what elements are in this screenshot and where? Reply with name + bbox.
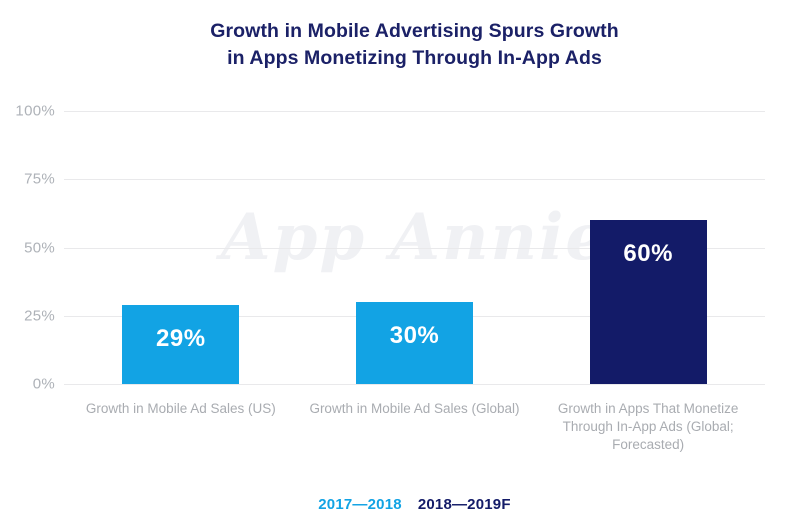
y-tick-label: 50% [24, 239, 55, 256]
category-label-1: Growth in Mobile Ad Sales (US) [85, 401, 276, 416]
legend-item-2: 2018—2019F [417, 496, 511, 513]
y-axis: 100% 75% 50% 25% 0% [0, 103, 55, 393]
bars-container: 29% 30% 60% [64, 111, 765, 384]
watermark: App Annie [220, 200, 609, 275]
bar-1: 29% [122, 304, 240, 384]
category-labels: Growth in Mobile Ad Sales (US) Growth in … [64, 400, 765, 454]
bar-value-label: 60% [623, 240, 673, 268]
bar-2: 30% [356, 302, 473, 384]
y-tick-label: 100% [15, 102, 55, 120]
y-tick-label: 0% [32, 375, 55, 393]
gridline-75 [64, 179, 765, 181]
legend: 2017—2018 2018—2019F [64, 496, 765, 513]
plot-area: 29% 30% 60% [64, 111, 765, 385]
gridline-0 [64, 384, 765, 385]
chart-title-line2: in Apps Monetizing Through In-App Ads [227, 47, 602, 69]
category-label-2: Growth in Mobile Ad Sales (Global) [309, 401, 520, 416]
y-tick-label: 25% [24, 307, 55, 325]
gridline-100 [64, 111, 765, 112]
legend-item-1: 2017—2018 [318, 496, 402, 513]
y-tick-label: 75% [24, 170, 55, 188]
gridline-50 [64, 247, 765, 249]
bar-3: 60% [589, 220, 707, 384]
bar-value-label: 29% [156, 324, 206, 352]
chart-title: Growth in Mobile Advertising Spurs Growt… [64, 18, 765, 72]
bar-value-label: 30% [389, 322, 440, 350]
category-label-3: Growth in Apps That Monetize Through In-… [557, 401, 739, 452]
chart-title-line1: Growth in Mobile Advertising Spurs Growt… [210, 20, 619, 42]
